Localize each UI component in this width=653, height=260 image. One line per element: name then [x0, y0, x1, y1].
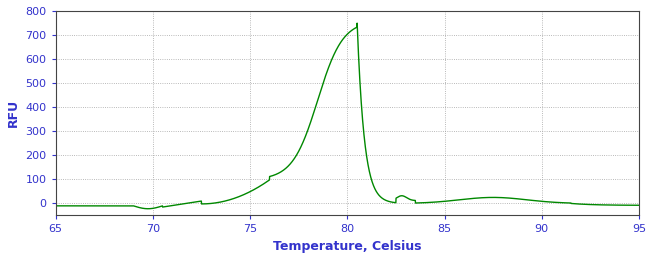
Y-axis label: RFU: RFU — [7, 99, 20, 127]
X-axis label: Temperature, Celsius: Temperature, Celsius — [273, 240, 422, 253]
